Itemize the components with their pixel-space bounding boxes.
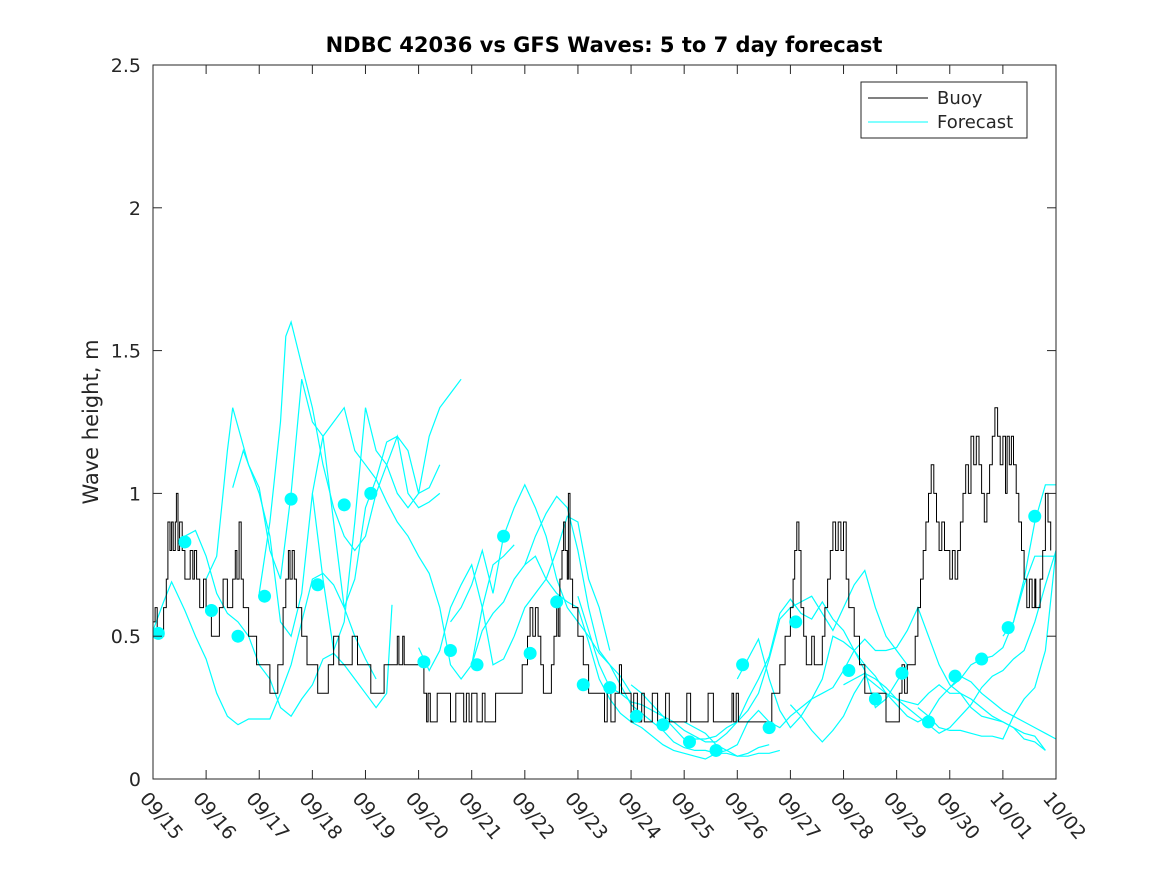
forecast-marker bbox=[1001, 621, 1015, 635]
forecast-line bbox=[232, 379, 441, 608]
forecast-marker bbox=[762, 721, 776, 735]
forecast-line bbox=[471, 495, 780, 757]
axes-box bbox=[152, 64, 1057, 780]
forecast-marker bbox=[258, 589, 272, 603]
legend: Buoy Forecast bbox=[860, 81, 1028, 139]
forecast-line bbox=[630, 569, 908, 743]
forecast-marker bbox=[975, 652, 989, 666]
forecast-marker bbox=[284, 492, 298, 506]
forecast-line bbox=[450, 483, 632, 694]
forecast-line bbox=[949, 555, 1056, 689]
chart-title: NDBC 42036 vs GFS Waves: 5 to 7 day fore… bbox=[326, 33, 883, 57]
forecast-marker bbox=[868, 692, 882, 706]
forecast-line bbox=[789, 675, 1046, 751]
forecast-marker bbox=[576, 678, 590, 692]
legend-label-buoy: Buoy bbox=[937, 88, 983, 109]
forecast-marker bbox=[948, 669, 962, 683]
forecast-marker bbox=[842, 663, 856, 677]
forecast-marker bbox=[523, 646, 537, 660]
plot-area bbox=[153, 65, 1056, 779]
y-tick-label: 2 bbox=[129, 198, 141, 220]
forecast-marker bbox=[603, 681, 617, 695]
forecast-marker bbox=[443, 643, 457, 657]
legend-label-forecast: Forecast bbox=[937, 112, 1013, 133]
y-tick-label: 0 bbox=[129, 769, 141, 791]
forecast-marker bbox=[470, 658, 484, 672]
forecast-marker bbox=[682, 735, 696, 749]
forecast-marker bbox=[629, 709, 643, 723]
y-tick-label: 1 bbox=[129, 483, 141, 505]
forecast-line bbox=[258, 319, 441, 594]
forecast-line bbox=[524, 555, 770, 760]
data-layer bbox=[153, 319, 1056, 760]
forecast-marker bbox=[709, 743, 723, 757]
legend-box bbox=[860, 81, 1028, 139]
forecast-marker bbox=[922, 715, 936, 729]
forecast-line bbox=[153, 572, 377, 726]
y-axis-title: Wave height, m bbox=[79, 339, 103, 504]
forecast-marker bbox=[204, 603, 218, 617]
forecast-marker bbox=[337, 498, 351, 512]
forecast-marker bbox=[417, 655, 431, 669]
buoy-line bbox=[153, 407, 1052, 723]
forecast-line bbox=[311, 378, 462, 651]
forecast-line bbox=[736, 635, 1056, 740]
forecast-line bbox=[917, 550, 1056, 740]
forecast-line bbox=[418, 515, 611, 672]
forecast-marker bbox=[153, 626, 165, 640]
forecast-line bbox=[184, 529, 393, 718]
y-tick-label: 1.5 bbox=[111, 341, 141, 363]
forecast-marker bbox=[550, 595, 564, 609]
forecast-marker bbox=[1028, 509, 1042, 523]
forecast-marker bbox=[311, 578, 325, 592]
forecast-marker bbox=[497, 529, 511, 543]
forecast-marker bbox=[231, 629, 245, 643]
forecast-line bbox=[843, 550, 1056, 735]
forecast-marker bbox=[895, 666, 909, 680]
forecast-line bbox=[577, 596, 908, 740]
forecast-marker bbox=[789, 615, 803, 629]
y-tick-label: 2.5 bbox=[111, 55, 141, 77]
forecast-line bbox=[205, 406, 515, 681]
forecast-marker bbox=[178, 535, 192, 549]
forecast-marker bbox=[656, 718, 670, 732]
forecast-marker bbox=[736, 658, 750, 672]
forecast-line bbox=[683, 606, 1046, 752]
forecast-marker bbox=[364, 486, 378, 500]
y-tick-label: 0.5 bbox=[111, 626, 141, 648]
